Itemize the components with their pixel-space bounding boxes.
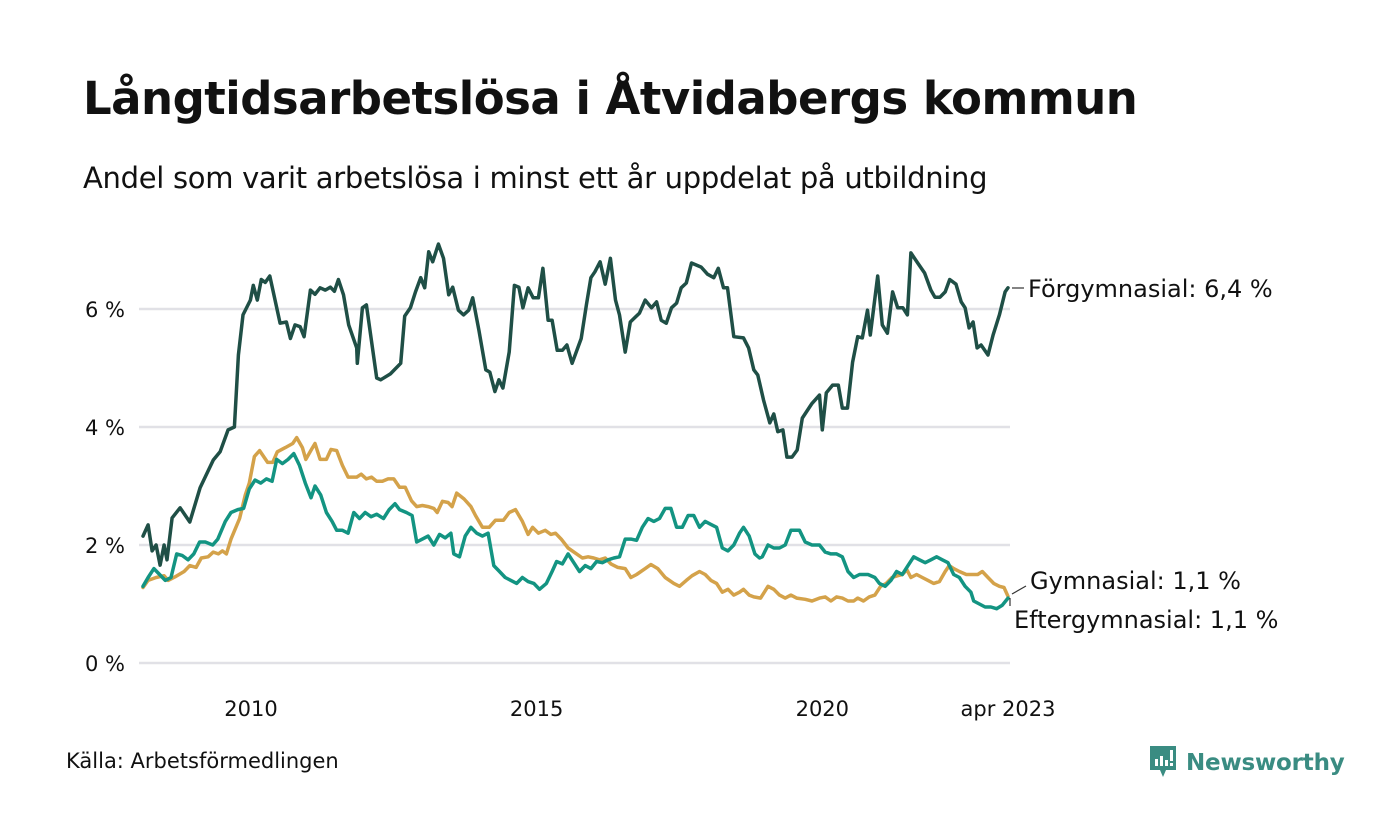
gridlines [139,307,1010,665]
chart-subtitle: Andel som varit arbetslösa i minst ett å… [83,161,988,195]
source-note: Källa: Arbetsförmedlingen [66,749,339,773]
series-line-förgymnasial [141,242,1010,567]
series-label-eftergymnasial: Eftergymnasial: 1,1 % [1014,606,1278,634]
x-tick-label: 2010 [224,697,277,721]
newsworthy-logo-icon [1148,744,1178,782]
series-label-gymnasial: Gymnasial: 1,1 % [1030,567,1241,595]
y-tick-label: 4 % [85,416,125,440]
y-tick-label: 2 % [85,534,125,558]
y-tick-label: 0 % [85,652,125,676]
x-tick-label: apr 2023 [961,697,1056,721]
series-lines [141,242,1010,611]
x-axis-ticks: 2010 2015 2020 apr 2023 [224,697,1055,721]
brand-name: Newsworthy [1186,750,1345,776]
brand-logo[interactable]: Newsworthy [1148,744,1345,782]
series-line-eftergymnasial [141,451,1010,611]
x-tick-label: 2020 [796,697,849,721]
series-labels: Förgymnasial: 6,4 % Gymnasial: 1,1 % Efter… [1009,275,1278,634]
label-connector [1011,585,1027,595]
y-axis-ticks: 0 % 2 % 4 % 6 % [85,298,125,676]
y-tick-label: 6 % [85,298,125,322]
series-line-gymnasial [141,435,1010,603]
chart-title: Långtidsarbetslösa i Åtvidabergs kommun [83,72,1138,125]
series-label-förgymnasial: Förgymnasial: 6,4 % [1028,275,1273,303]
x-tick-label: 2015 [510,697,563,721]
